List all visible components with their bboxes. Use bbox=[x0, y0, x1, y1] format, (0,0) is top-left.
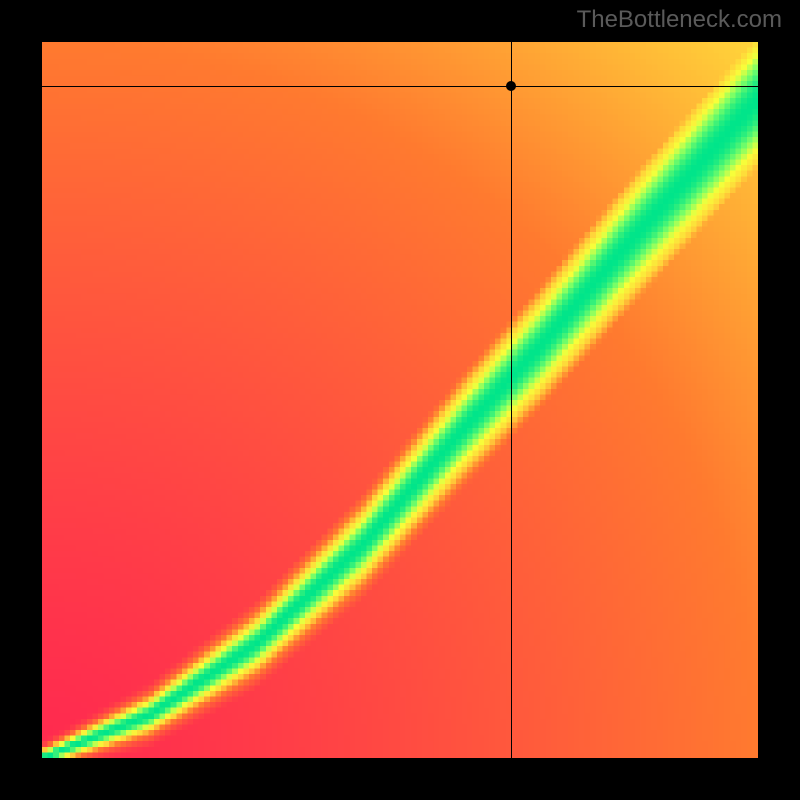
selection-dot bbox=[506, 81, 516, 91]
plot-area bbox=[42, 42, 758, 758]
crosshair-vertical bbox=[511, 42, 512, 758]
crosshair-horizontal bbox=[42, 86, 758, 87]
watermark-text: TheBottleneck.com bbox=[577, 6, 782, 34]
bottleneck-heatmap bbox=[42, 42, 758, 758]
